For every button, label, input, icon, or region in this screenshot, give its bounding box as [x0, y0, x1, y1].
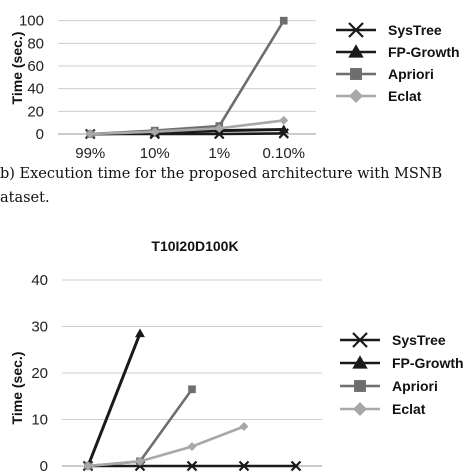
bottom-y-tick-label: 10	[31, 412, 48, 429]
top-line-chart: 0 20 40 60 80 100 99% 10% 1% 0.10% Time (sec.) SysT…	[9, 13, 460, 160]
top-point-apriori	[279, 16, 288, 25]
bottom-legend-marker-fp-growth	[352, 355, 368, 369]
bottom-legend-label: FP-Growth	[392, 355, 464, 371]
top-legend-marker-apriori	[350, 68, 362, 80]
top-legend-label: Apriori	[388, 66, 434, 82]
figure-caption: b) Execution time for the proposed archi…	[0, 162, 474, 210]
top-x-tick-label: 10%	[140, 145, 170, 160]
bottom-series-line-fp-growth	[86, 332, 142, 467]
bottom-point-apriori	[136, 457, 144, 466]
top-legend-marker-eclat	[349, 89, 363, 103]
top-y-axis-label: Time (sec.)	[9, 32, 25, 105]
top-series-line-apriori	[90, 19, 285, 136]
bottom-y-tick-label: 20	[31, 365, 48, 382]
top-series-line-eclat	[90, 119, 284, 136]
top-legend-marker-fp-growth	[348, 44, 364, 58]
bottom-series-line-apriori	[87, 388, 194, 468]
caption-line-1: b) Execution time for the proposed archi…	[0, 166, 443, 182]
bottom-y-tick-label: 0	[40, 458, 48, 474]
bottom-point-fp-growth	[83, 461, 93, 470]
bottom-y-tick-label: 40	[31, 272, 48, 289]
top-point-eclat	[85, 129, 95, 139]
top-legend-label: Eclat	[388, 88, 422, 104]
bottom-legend-label: Eclat	[392, 401, 426, 417]
top-point-eclat	[279, 115, 289, 125]
bottom-legend-marker-systree	[352, 332, 368, 348]
top-y-tick-label: 40	[27, 81, 44, 98]
top-x-tick-label: 0.10%	[262, 145, 305, 160]
top-y-tick-label: 0	[36, 126, 44, 143]
top-x-tick-label: 1%	[208, 145, 230, 160]
bottom-point-eclat	[83, 461, 93, 471]
bottom-legend-label: Apriori	[392, 378, 438, 394]
bottom-point-eclat	[239, 421, 249, 431]
bottom-point-fp-growth	[135, 328, 145, 338]
top-legend-marker-systree	[348, 22, 364, 38]
bottom-point-systree	[186, 460, 198, 472]
bottom-series-line-eclat	[87, 425, 245, 468]
bottom-point-systree	[134, 460, 146, 472]
bottom-point-apriori	[84, 462, 92, 470]
bottom-point-eclat	[187, 441, 197, 451]
bottom-point-systree	[290, 460, 302, 472]
bottom-y-tick-label: 30	[31, 319, 48, 336]
top-y-tick-label: 20	[27, 103, 44, 120]
bottom-legend-label: SysTree	[392, 332, 446, 348]
top-y-tick-label: 100	[19, 13, 44, 30]
top-point-eclat	[150, 127, 160, 137]
bottom-legend-marker-eclat	[353, 402, 367, 416]
top-y-tick-label: 60	[27, 58, 44, 75]
bottom-point-systree	[238, 460, 250, 472]
bottom-legend-marker-apriori	[354, 380, 366, 392]
top-legend-label: FP-Growth	[388, 44, 460, 60]
bottom-point-eclat	[135, 456, 145, 466]
bottom-point-apriori	[188, 385, 196, 394]
bottom-point-systree	[82, 460, 94, 472]
bottom-y-axis-label: Time (sec.)	[9, 352, 25, 425]
top-legend-label: SysTree	[388, 22, 442, 38]
caption-line-2: ataset.	[0, 190, 50, 206]
bottom-title: T10I20D100K	[151, 238, 238, 254]
top-x-tick-label: 99%	[75, 145, 105, 160]
top-point-fp-growth	[278, 124, 289, 134]
top-point-eclat	[214, 123, 224, 133]
top-y-tick-label: 80	[27, 35, 44, 52]
